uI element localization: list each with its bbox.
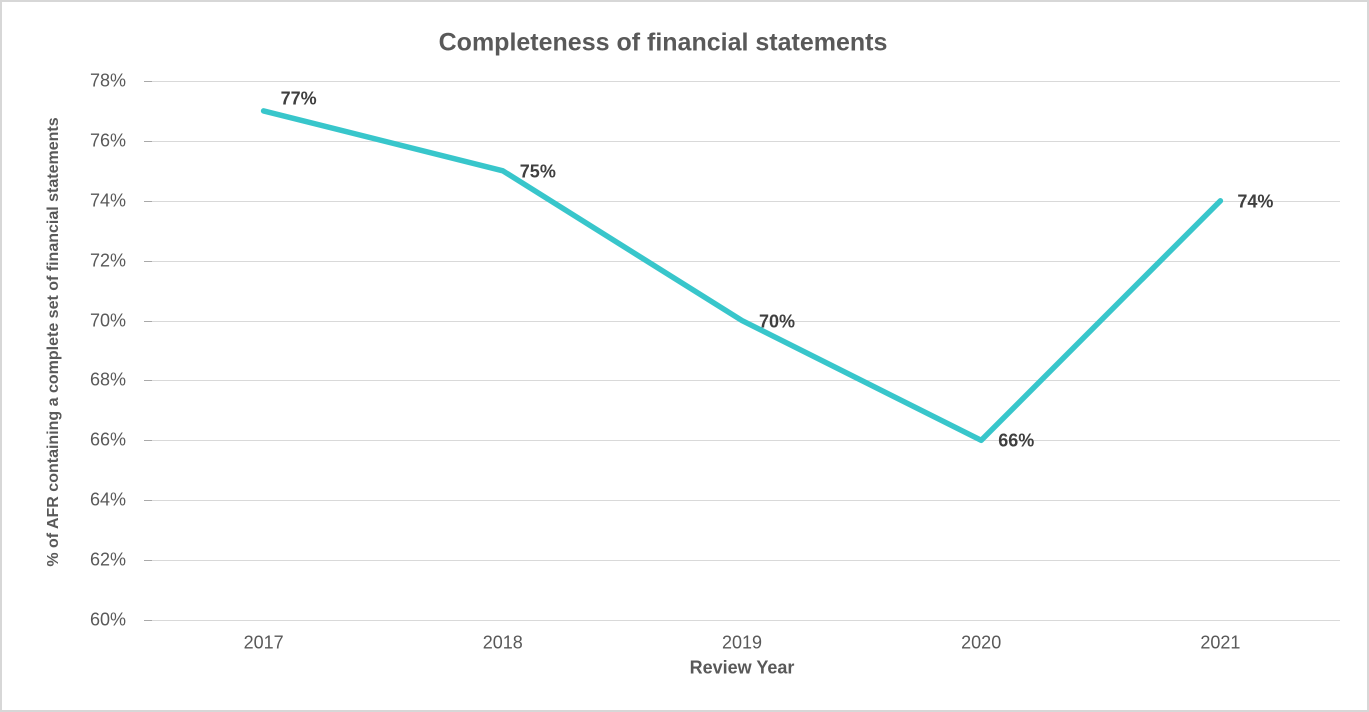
y-axis-tick-mark: [144, 380, 152, 382]
y-axis-tick-mark: [144, 320, 152, 322]
y-axis-tick-mark: [144, 200, 152, 202]
gridline: [144, 380, 1340, 382]
data-point-label: 70%: [759, 311, 796, 332]
x-tick-label: 2019: [721, 632, 763, 653]
y-axis-tick-mark: [144, 620, 152, 621]
series-line: [260, 108, 1224, 444]
gridline: [144, 200, 1340, 202]
x-tick-label: 2021: [1200, 632, 1241, 653]
y-tick-label: 60%: [89, 609, 126, 630]
gridline: [144, 560, 1340, 562]
y-tick-label: 62%: [89, 549, 126, 570]
y-axis-tick-mark: [144, 440, 152, 442]
y-tick-label: 68%: [89, 369, 126, 390]
x-tick-label: 2018: [482, 632, 523, 653]
y-axis-tick-mark: [144, 560, 152, 562]
data-point-label: 77%: [280, 88, 317, 109]
data-point-label: 74%: [1237, 191, 1274, 212]
gridline: [144, 620, 1340, 621]
chart-title: Completeness of financial statements: [438, 28, 888, 57]
y-axis-tick-mark: [144, 140, 152, 142]
x-tick-label: 2017: [243, 632, 284, 653]
y-axis-title: % of AFR containing a complete set of fi…: [45, 117, 62, 567]
y-axis-tick-mark: [144, 81, 152, 82]
y-tick-label: 78%: [89, 70, 126, 91]
y-tick-label: 74%: [89, 190, 126, 211]
y-axis-tick-mark: [144, 260, 152, 262]
data-point-label: 75%: [519, 161, 556, 182]
y-tick-label: 64%: [89, 489, 126, 510]
y-tick-label: 70%: [89, 310, 126, 331]
y-tick-label: 66%: [89, 429, 126, 450]
x-tick-label: 2020: [961, 632, 1002, 653]
x-axis-title: Review Year: [689, 657, 795, 678]
y-axis-tick-mark: [144, 500, 152, 502]
gridline: [144, 500, 1340, 502]
data-point-label: 66%: [998, 430, 1035, 451]
gridline: [144, 260, 1340, 262]
gridline: [144, 320, 1340, 322]
y-tick-label: 76%: [89, 130, 126, 151]
y-tick-label: 72%: [89, 250, 126, 271]
gridline: [144, 81, 1340, 82]
gridline: [144, 440, 1340, 442]
gridline: [144, 140, 1340, 142]
